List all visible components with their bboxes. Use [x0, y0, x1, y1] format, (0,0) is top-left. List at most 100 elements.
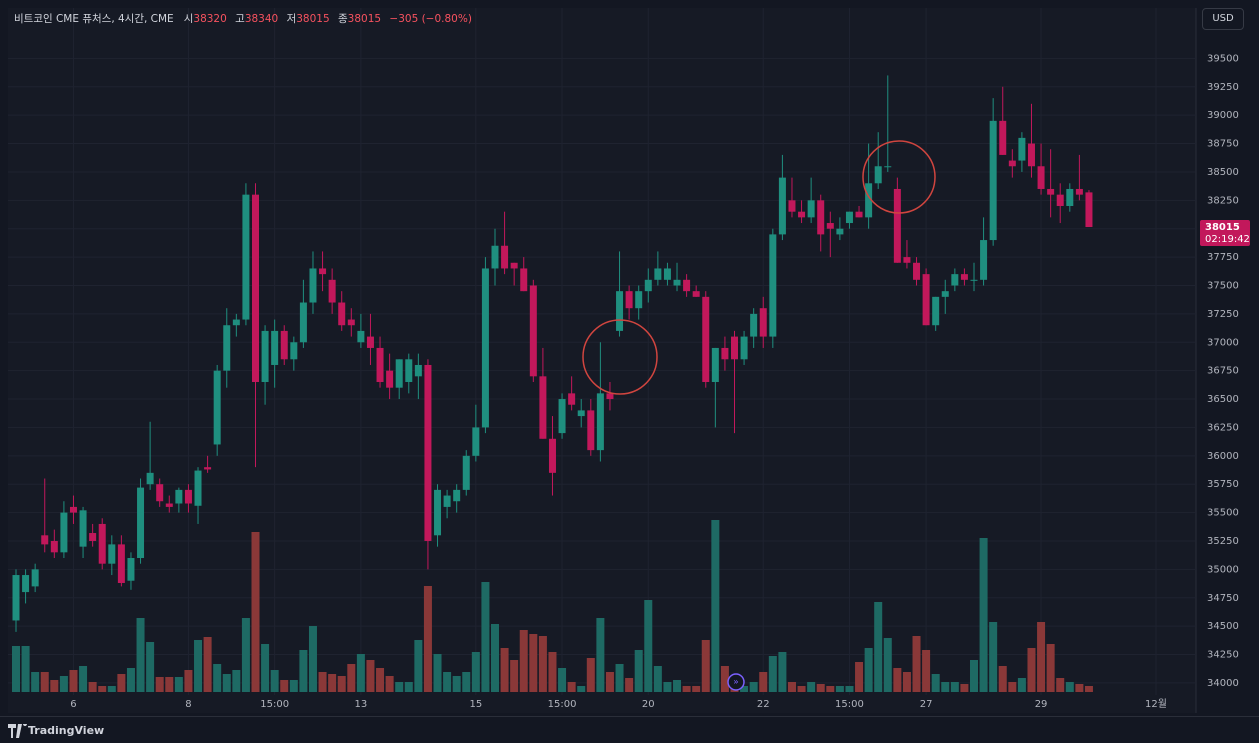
volume-bar	[443, 672, 452, 692]
volume-bar	[174, 677, 183, 692]
price-tag-countdown: 02:19:42	[1205, 234, 1250, 245]
candle-body	[386, 370, 394, 388]
volume-bar	[270, 670, 279, 692]
y-tick-label: 37250	[1207, 309, 1239, 320]
volume-bar	[874, 602, 883, 692]
candle-body	[884, 166, 892, 168]
y-tick-label: 35250	[1207, 536, 1239, 547]
candle-body	[683, 279, 691, 292]
candle-body	[481, 268, 489, 428]
candle-body	[568, 393, 576, 405]
y-tick-label: 39500	[1207, 53, 1239, 64]
volume-bar	[126, 668, 135, 692]
candle-body	[817, 200, 825, 235]
volume-bar	[356, 654, 365, 692]
candle-body	[596, 393, 604, 451]
volume-bar	[136, 618, 145, 692]
candle-body	[434, 489, 442, 536]
price-tag-label: 38015	[1205, 222, 1240, 233]
volume-bar	[950, 682, 959, 692]
candle-body	[41, 535, 49, 545]
volume-bar	[510, 660, 519, 692]
candle-body	[913, 262, 921, 280]
volume-bar	[567, 682, 576, 692]
brand: TradingView	[28, 724, 105, 737]
x-tick-label: 20	[642, 699, 655, 710]
y-tick-label: 35750	[1207, 479, 1239, 490]
volume-bar	[423, 586, 432, 692]
candle-body	[22, 575, 30, 593]
candle-body	[731, 336, 738, 360]
candle-body	[414, 364, 422, 377]
volume-bar	[692, 686, 701, 692]
volume-bar	[194, 640, 203, 692]
volume-bar	[1037, 622, 1046, 692]
candle-body	[328, 279, 336, 303]
candle-body	[462, 455, 470, 490]
volume-bar	[366, 660, 375, 692]
volume-bar	[682, 686, 691, 692]
price-tag	[1200, 220, 1250, 247]
candle-body	[510, 262, 518, 269]
y-tick-label: 37000	[1207, 337, 1239, 348]
candle-body	[117, 544, 125, 583]
candle-body	[443, 495, 451, 507]
candle-body	[539, 376, 547, 439]
volume-bar	[989, 622, 998, 692]
candle-body	[692, 291, 700, 297]
volume-bar	[615, 664, 624, 692]
volume-bar	[165, 677, 174, 692]
volume-bar	[21, 646, 30, 692]
volume-bar	[835, 686, 844, 692]
ohlc-label: 저	[286, 13, 297, 25]
candle-body	[137, 487, 145, 559]
candle-body	[280, 330, 288, 360]
ohlc-label: 시	[183, 13, 194, 25]
volume-bar	[241, 618, 250, 692]
candle-body	[405, 359, 413, 383]
candle-body	[319, 268, 327, 275]
x-tick-label: 8	[185, 699, 191, 710]
volume-bar	[452, 676, 461, 692]
volume-bar	[759, 672, 768, 692]
volume-bar	[1065, 682, 1074, 692]
volume-bar	[500, 648, 509, 692]
symbol: 비트코인 CME 퓨처스, 4시간, CME	[14, 13, 174, 25]
candle-body	[845, 211, 853, 224]
candle-body	[156, 484, 164, 502]
volume-bar	[213, 664, 222, 692]
plot-layer	[8, 8, 1196, 695]
currency-button[interactable]: USD	[1202, 8, 1244, 30]
ohlc-value: 38320	[193, 13, 227, 25]
candle-body	[922, 274, 930, 326]
volume-bar	[864, 648, 873, 692]
volume-bar	[902, 672, 911, 692]
volume-bar	[740, 686, 749, 692]
volume-bar	[59, 676, 68, 692]
volume-bar	[12, 646, 20, 692]
volume-bar	[586, 658, 595, 692]
volume-bar	[328, 674, 337, 692]
candle-body	[79, 510, 87, 547]
volume-bar	[308, 626, 317, 692]
legend-header: 비트코인 CME 퓨처스, 4시간, CME 시38320 고38340 저38…	[14, 11, 477, 26]
volume-bar	[203, 637, 212, 692]
candle-body	[941, 291, 949, 297]
x-tick-label: 6	[70, 699, 76, 710]
volume-bar	[960, 684, 969, 692]
candle-body	[778, 177, 786, 235]
candle-body	[127, 558, 135, 581]
volume-bar	[289, 680, 298, 692]
event-icon[interactable]	[727, 673, 745, 691]
volume-bar	[893, 668, 902, 692]
volume-bar	[155, 677, 164, 692]
candle-body	[750, 313, 758, 337]
y-tick-label: 37750	[1207, 252, 1239, 263]
volume-bar	[625, 678, 634, 692]
volume-bar	[471, 652, 480, 692]
x-tick-label: 15:00	[548, 699, 577, 710]
x-tick-label: 12월	[1145, 698, 1167, 710]
y-tick-label: 34000	[1207, 678, 1239, 689]
volume-bar	[481, 582, 490, 692]
